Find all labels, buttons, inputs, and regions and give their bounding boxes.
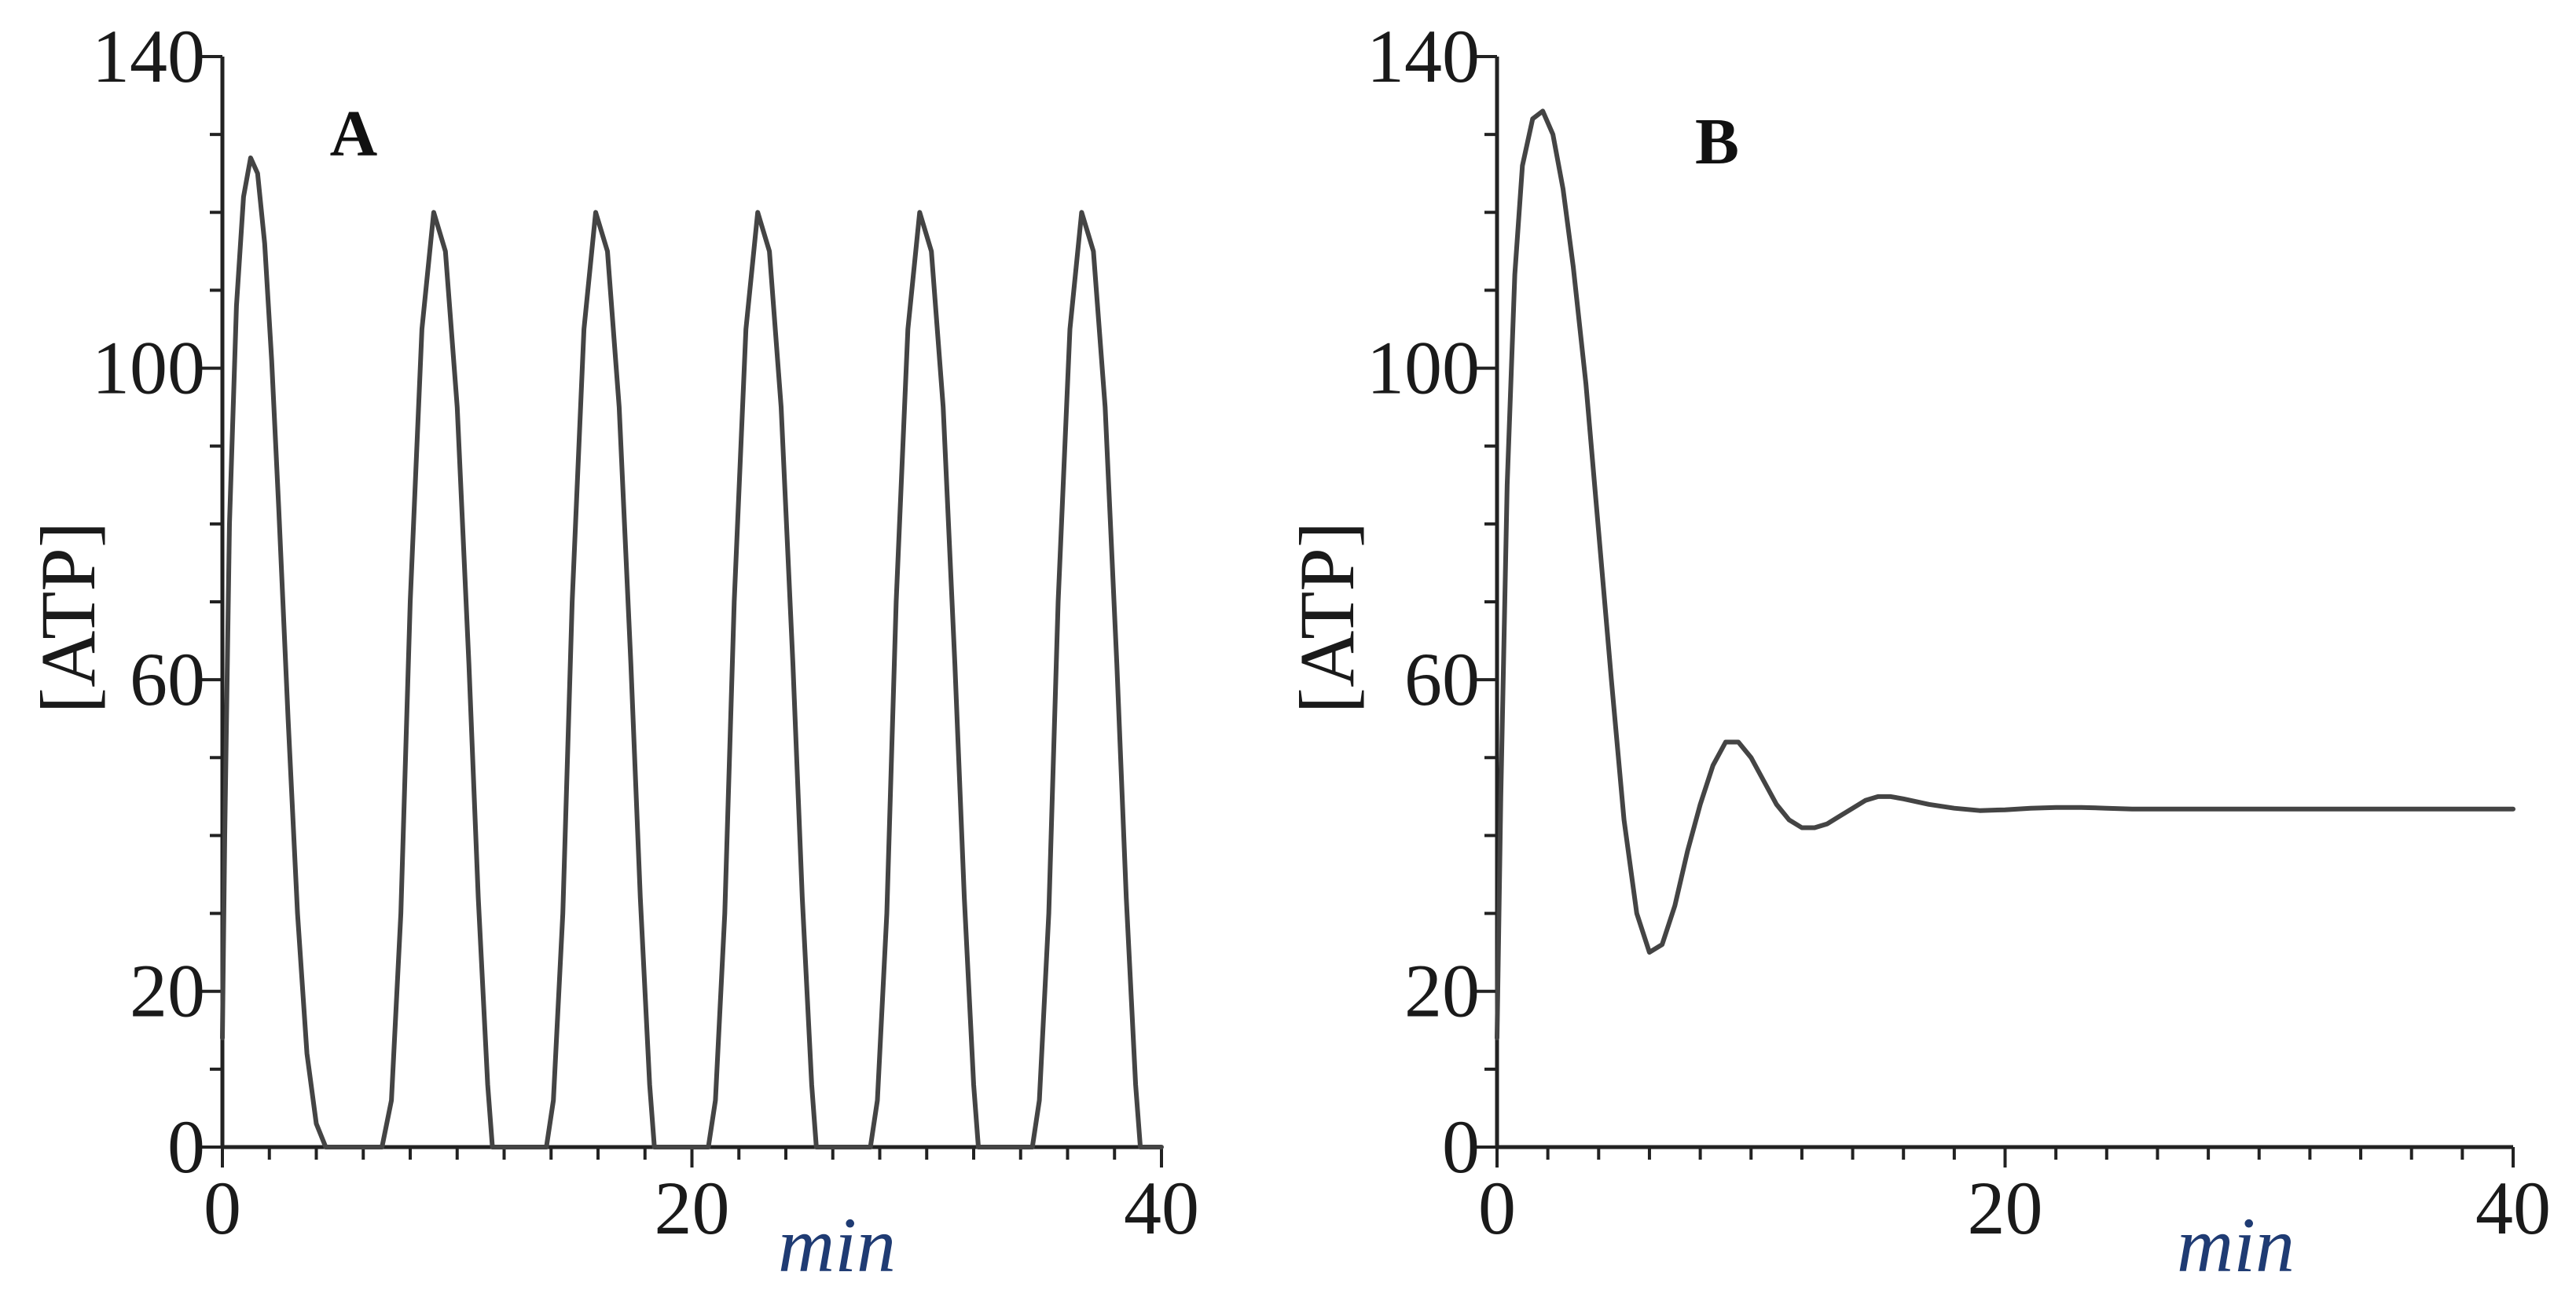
panel-a-x-axis-title: min	[778, 1201, 896, 1289]
panel-b-x-axis-title: min	[2177, 1201, 2295, 1289]
panel-a-y-axis-title: [ATP]	[24, 522, 112, 713]
panel-b-y-tick-label: 60	[1404, 637, 1480, 721]
panel-a-y-tick-label: 20	[130, 949, 205, 1033]
panel-b-y-tick-label: 140	[1367, 14, 1480, 98]
panel-b-y-tick-label: 0	[1442, 1105, 1480, 1189]
panel-b-x-tick-label: 40	[2475, 1166, 2551, 1250]
panel-b-x-tick-label: 20	[1968, 1166, 2043, 1250]
panel-b-y-tick-label: 20	[1404, 949, 1480, 1033]
chart-panel-b: 0 20 40 0 20 60 100 140 [ATP] min B	[1283, 14, 2551, 1289]
panel-b-atp-series-line	[1495, 108, 2515, 1041]
panel-a-x-tick-label: 20	[655, 1166, 730, 1250]
panel-b-x-tick-label: 0	[1478, 1166, 1516, 1250]
panel-a-y-tick-label: 100	[92, 326, 205, 410]
panel-a-y-tick-label: 60	[130, 637, 205, 721]
panel-a-label: A	[330, 97, 378, 170]
panel-b-label: B	[1695, 105, 1739, 178]
panel-a-x-tick-label: 0	[204, 1166, 241, 1250]
panel-b-y-axis-title: [ATP]	[1283, 522, 1371, 713]
chart-panel-a: 0 20 40 0 20 60 100 140 [ATP] min A	[24, 14, 1199, 1289]
panel-a-atp-series-line	[220, 155, 1164, 1149]
panel-b-y-tick-label: 100	[1367, 326, 1480, 410]
panel-a-y-tick-label: 140	[92, 14, 205, 98]
panel-a-y-tick-label: 0	[167, 1105, 205, 1189]
panel-a-x-tick-label: 40	[1124, 1166, 1199, 1250]
